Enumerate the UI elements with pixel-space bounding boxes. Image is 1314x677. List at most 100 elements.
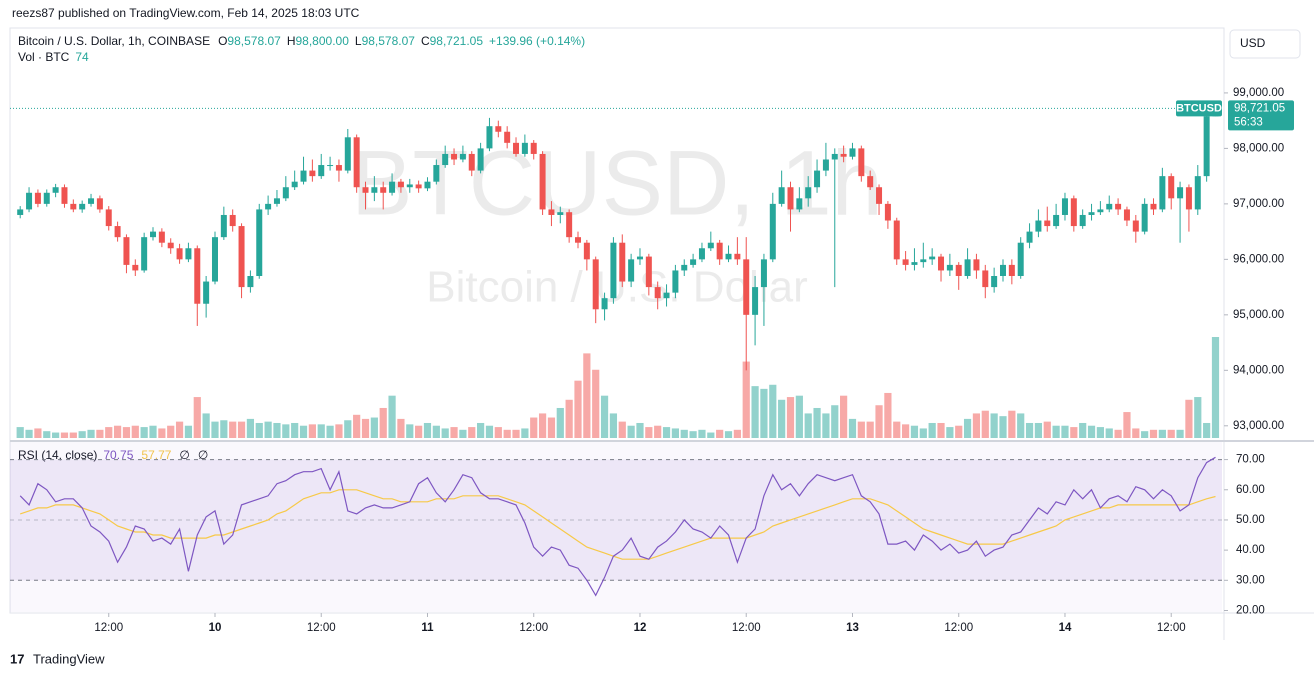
legend-ohlc-label: L: [355, 34, 362, 48]
volume-bar: [450, 427, 458, 438]
candle-body: [548, 209, 555, 215]
watermark-symbol: BTCUSD, 1h: [351, 132, 883, 234]
currency[interactable]: USD: [1240, 36, 1266, 50]
candle-body: [1097, 209, 1104, 213]
candle-body: [1079, 214, 1086, 227]
volume-bar: [857, 421, 865, 438]
rsi-tick-label: 40.00: [1236, 544, 1265, 556]
candle-body: [752, 287, 759, 315]
candle-body: [415, 184, 422, 189]
candle-body: [876, 187, 883, 204]
candle-body: [17, 209, 24, 215]
volume-bar: [778, 399, 786, 438]
candle-body: [725, 253, 732, 260]
time-tick-label: 12:00: [519, 622, 548, 634]
volume-bar: [149, 425, 157, 438]
candle-body: [79, 203, 86, 210]
candle-body: [1053, 214, 1060, 227]
volume-bar: [423, 422, 432, 438]
candle-body: [760, 259, 767, 288]
candle-body: [575, 237, 582, 243]
rsi-pane: [10, 442, 1222, 612]
volume-bar: [1087, 425, 1096, 438]
currency-button[interactable]: [1229, 29, 1301, 59]
volume-bar: [1096, 427, 1104, 438]
volume-bar: [158, 428, 166, 438]
candle-body: [1141, 203, 1148, 232]
volume-bar: [122, 427, 131, 438]
volume-bar: [131, 425, 139, 438]
volume-bar: [229, 421, 237, 438]
last-price-label: 98,721.05: [1234, 102, 1285, 114]
candle-body: [468, 153, 475, 171]
volume-bar: [1211, 337, 1220, 438]
volume-bar: [1105, 428, 1113, 438]
volume-bar: [34, 428, 42, 438]
volume-bar: [547, 417, 556, 438]
volume-bar: [1043, 421, 1051, 438]
candle-body: [389, 181, 396, 193]
volume-bar: [96, 429, 104, 438]
volume-bar: [645, 427, 653, 438]
volume-bar: [1008, 410, 1016, 438]
rsi-ma-line: [20, 489, 1216, 560]
candle-body: [380, 187, 387, 193]
candle-body: [362, 187, 369, 193]
legend-ohlc-label: C: [421, 34, 430, 48]
volume-bar: [565, 399, 573, 438]
candle-body: [504, 131, 511, 143]
candle-body: [805, 187, 812, 199]
volume-bar: [1034, 422, 1043, 438]
candle-body: [1017, 242, 1024, 276]
candle-body: [424, 181, 431, 189]
volume-bar: [751, 386, 759, 438]
rsi-tick-label: 70.00: [1236, 454, 1265, 466]
candle-body: [911, 262, 918, 265]
volume-bar: [875, 405, 883, 438]
volume-bar: [1070, 427, 1078, 438]
volume-bar: [866, 421, 874, 438]
legend-ohlc-value: 98,721.05: [430, 34, 484, 48]
candle-body: [867, 176, 874, 188]
volume-bar: [1061, 425, 1069, 438]
footer: 17 TradingView: [10, 651, 105, 666]
volume-bar: [353, 414, 361, 438]
volume-bar: [769, 384, 777, 438]
volume-bar: [592, 369, 600, 438]
volume-bar: [415, 425, 423, 438]
candle-body: [831, 153, 838, 160]
volume-bar: [609, 413, 618, 438]
candle-body: [52, 187, 59, 193]
footer-brand: TradingView: [33, 651, 105, 666]
volume-bar: [902, 424, 910, 438]
rsi-tick-label: 50.00: [1236, 514, 1265, 526]
volume-bar: [742, 361, 750, 438]
time-tick-label: 12:00: [307, 622, 336, 634]
volume-bar: [370, 417, 378, 438]
watermark: BTCUSD, 1h Bitcoin / U.S. Dollar: [351, 132, 883, 311]
candle-body: [185, 248, 192, 260]
candle-body: [1177, 187, 1184, 199]
candle-body: [1061, 198, 1068, 215]
candle-body: [282, 187, 289, 199]
volume-bar: [459, 429, 467, 438]
candle-body: [778, 187, 785, 204]
volume-bar: [477, 422, 485, 438]
rsi-line: [19, 456, 1216, 597]
volume-bar: [43, 431, 51, 438]
volume-bar: [326, 425, 334, 438]
volume-bar: [795, 395, 803, 438]
volume-bar: [1149, 429, 1158, 438]
candle-body: [814, 170, 821, 188]
volume-bar: [25, 429, 33, 438]
watermark-name: Bitcoin / U.S. Dollar: [426, 263, 807, 312]
candle-body: [920, 259, 927, 263]
candle-body: [406, 184, 413, 188]
volume-bar: [255, 422, 263, 438]
rsi-legend: RSI (14, close): [18, 448, 97, 462]
volume-bar: [1141, 431, 1149, 438]
candle-body: [433, 165, 440, 182]
candle-body: [256, 209, 263, 276]
time-tick-label: 12:00: [1157, 622, 1186, 634]
volume-bar: [689, 431, 697, 438]
